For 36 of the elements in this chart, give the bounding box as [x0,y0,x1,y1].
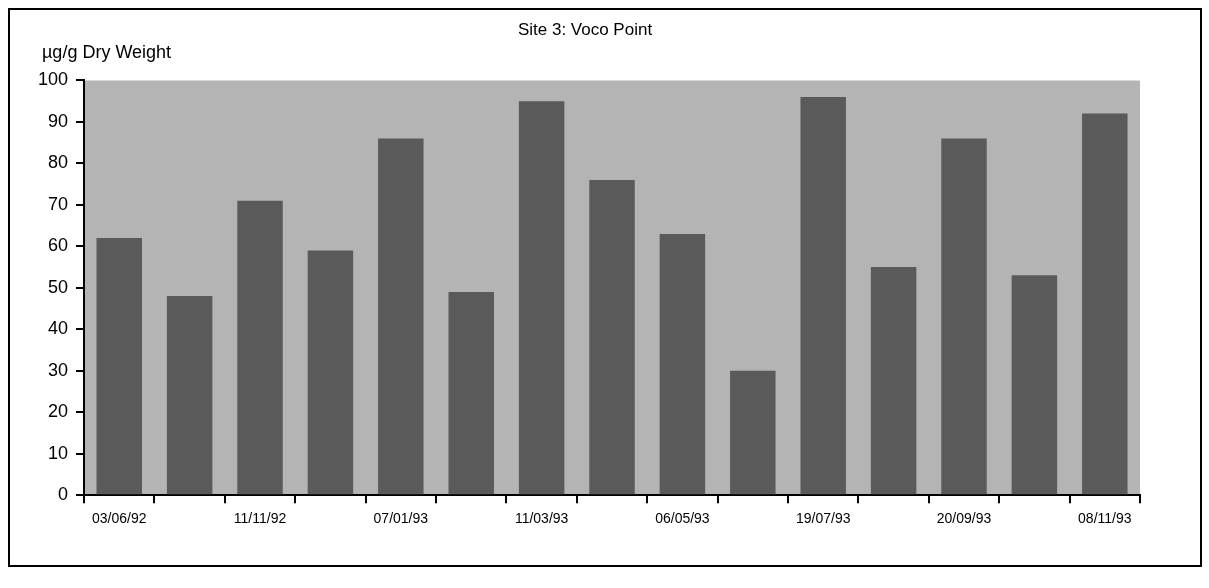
bar [307,250,354,495]
bar [589,179,635,495]
x-tick-label: 06/05/93 [655,510,710,527]
bar [800,96,846,495]
bar [237,200,283,495]
x-tick-label: 19/07/93 [795,510,851,527]
y-tick-label: 10 [48,442,69,463]
x-tick-label: 08/11/93 [1078,510,1132,527]
y-tick-label: 60 [48,235,69,256]
chart-title: Site 3: Voco Point [517,19,653,39]
y-tick-label: 90 [48,110,69,131]
x-tick-label: 03/06/92 [91,510,147,527]
bar [1011,275,1058,495]
y-axis-title: µg/g Dry Weight [42,42,172,63]
bar [941,138,987,495]
bar [1082,113,1128,495]
y-tick-label: 80 [48,152,69,173]
x-tick-label: 11/03/93 [514,510,569,527]
bar [730,370,776,495]
y-tick-label: 20 [48,401,69,422]
y-tick-label: 40 [48,318,69,339]
bar [378,138,424,495]
y-tick-label: 30 [48,359,69,380]
bar [659,233,706,495]
bar [96,238,142,495]
x-tick-label: 20/09/93 [936,510,992,527]
y-tick-label: 50 [48,276,69,297]
x-tick-label: 11/11/92 [233,510,287,527]
bar [448,291,494,495]
bar [870,267,917,495]
bar [518,101,565,495]
y-tick-label: 100 [37,69,69,90]
y-tick-label: 70 [48,193,69,214]
x-tick-label: 07/01/93 [373,510,429,527]
bar [166,296,213,495]
y-tick-label: 0 [58,484,69,505]
